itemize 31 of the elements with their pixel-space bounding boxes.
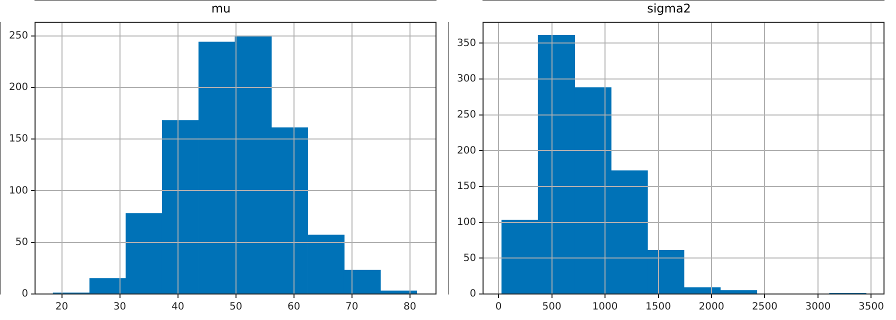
x-tick-label: 70 [346,302,358,313]
x-tick-label: 0 [495,302,502,313]
y-tick-label: 250 [8,30,28,42]
y-tick-label: 250 [456,109,476,120]
x-tick-label: 2500 [752,302,778,313]
y-tick-label: 300 [456,74,476,85]
x-tick-label: 3500 [858,302,884,313]
y-tick-label: 100 [456,216,476,228]
y-tick-label: 150 [456,181,476,192]
x-tick-label: 2000 [698,302,724,313]
y-tick-label: 0 [22,288,28,300]
x-tick-label: 40 [171,302,184,313]
x-tick-label: 1500 [646,302,671,313]
y-tick-label: 200 [8,82,28,94]
x-tick-label: 30 [113,302,126,313]
y-tick-label: 150 [8,134,28,145]
chart-title: mu [211,1,231,16]
x-tick-label: 50 [229,302,242,313]
x-tick-label: 3000 [805,302,831,313]
y-tick-label: 50 [463,252,476,264]
x-tick-label: 60 [287,302,300,313]
x-tick-label: 500 [542,302,562,313]
chart-title: sigma2 [647,1,691,16]
y-tick-label: 100 [8,185,28,196]
y-tick-label: 0 [470,288,476,300]
y-tick-label: 50 [15,236,28,248]
x-tick-label: 20 [55,302,68,313]
x-tick-label: 80 [404,302,416,313]
x-tick-label: 1000 [592,302,618,313]
y-tick-label: 350 [456,38,476,49]
y-tick-label: 200 [456,145,476,156]
